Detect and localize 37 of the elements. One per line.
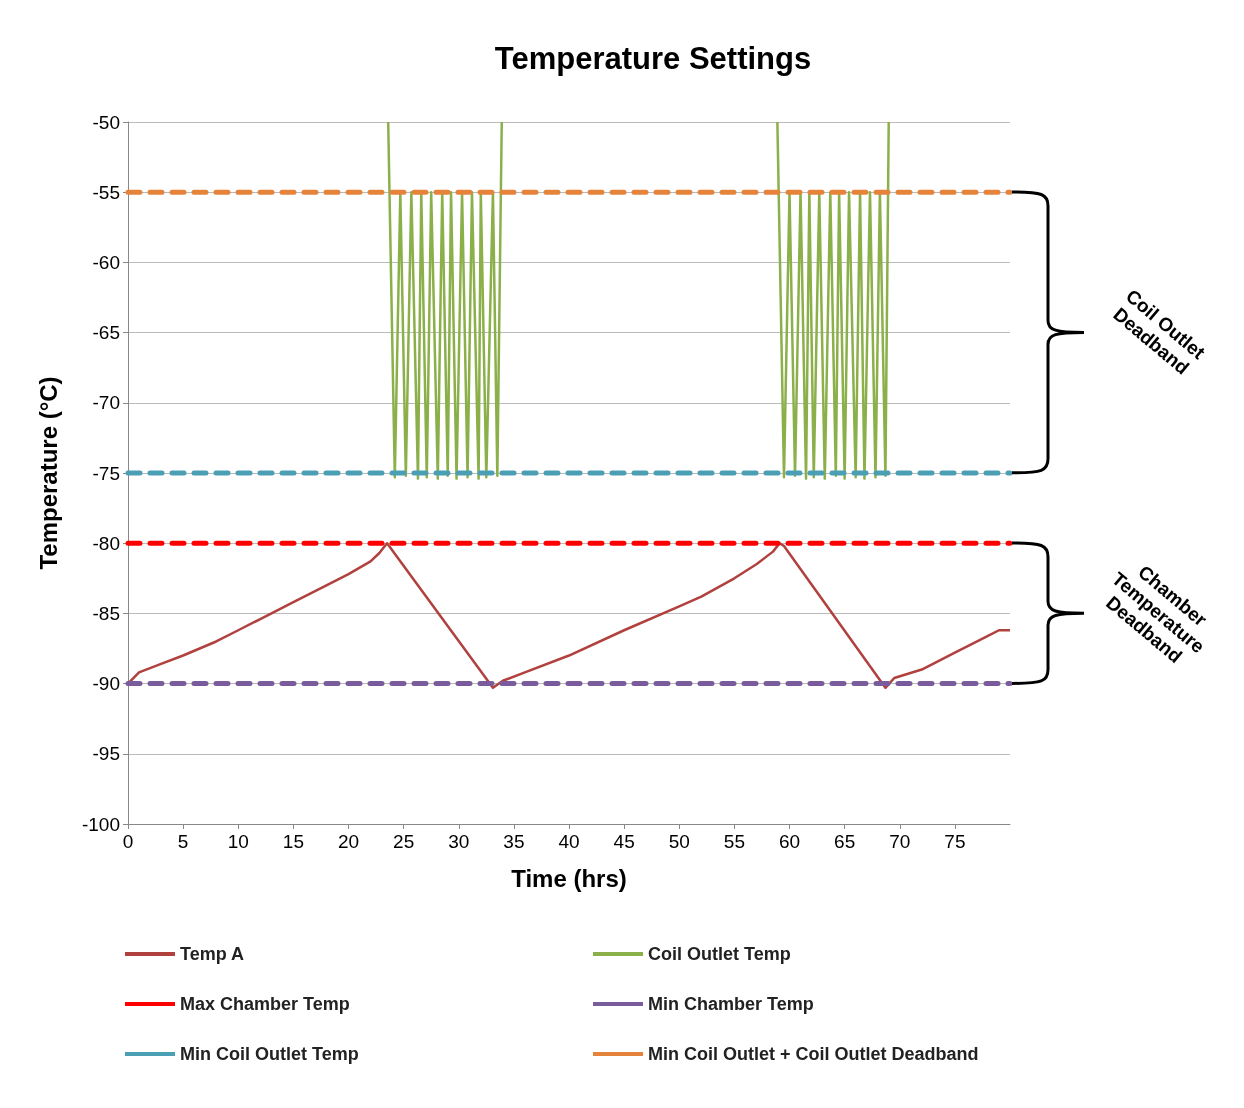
x-tick-label: 30: [448, 831, 470, 852]
legend-label: Max Chamber Temp: [180, 994, 350, 1014]
x-tick-label: 50: [668, 831, 690, 852]
y-tick-label: -95: [92, 743, 120, 765]
x-tick-label: 20: [337, 831, 360, 852]
legend-label: Min Coil Outlet + Coil Outlet Deadband: [648, 1044, 979, 1064]
y-tick-label: -50: [92, 111, 120, 133]
x-tick-label: 65: [834, 831, 856, 852]
legend-label: Min Chamber Temp: [648, 994, 814, 1014]
x-tick-label: 40: [558, 831, 580, 852]
chart-title: Temperature Settings: [494, 41, 812, 76]
x-tick-label: 0: [122, 831, 134, 852]
legend-label: Min Coil Outlet Temp: [180, 1044, 359, 1064]
y-tick-label: -55: [92, 181, 120, 203]
legend-label: Temp A: [180, 944, 245, 964]
y-tick-label: -100: [81, 813, 120, 835]
y-tick-label: -75: [92, 462, 120, 484]
y-tick-label: -85: [92, 602, 120, 624]
y-tick-label: -60: [92, 251, 120, 273]
y-tick-label: -70: [92, 392, 120, 414]
x-tick-label: 60: [778, 831, 801, 852]
x-tick-label: 45: [613, 831, 635, 852]
x-tick-label: 10: [227, 831, 249, 852]
y-tick-label: -90: [92, 673, 120, 695]
y-tick-label: -65: [92, 322, 120, 344]
x-tick-label: 55: [723, 831, 745, 852]
x-tick-label: 35: [503, 831, 525, 852]
y-axis-title: Temperature (°C): [34, 376, 62, 570]
line-series: [126, 541, 1012, 690]
x-tick-label: 5: [177, 831, 189, 852]
x-tick-label: 25: [393, 831, 415, 852]
x-tick-label: 75: [944, 831, 966, 852]
x-tick-label: 15: [282, 831, 304, 852]
x-tick-label: 70: [889, 831, 911, 852]
y-tick-label: -80: [92, 532, 120, 554]
x-axis-title: Time (hrs): [511, 864, 627, 892]
legend-label: Coil Outlet Temp: [648, 944, 791, 964]
